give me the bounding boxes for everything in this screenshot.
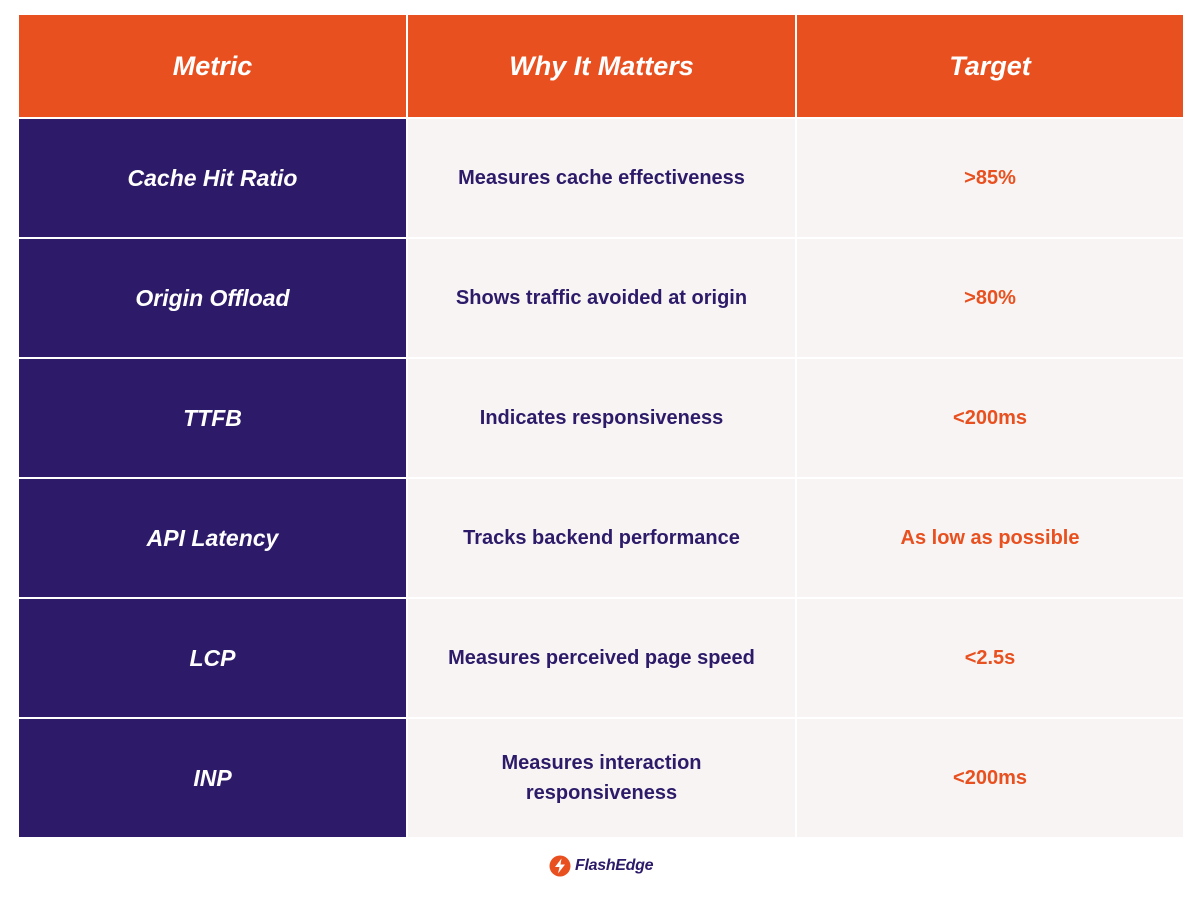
target-cell: <200ms bbox=[797, 719, 1183, 837]
target-cell: <2.5s bbox=[797, 599, 1183, 717]
header-target: Target bbox=[797, 15, 1183, 117]
target-cell: >80% bbox=[797, 239, 1183, 357]
metric-cell: TTFB bbox=[19, 359, 406, 477]
why-cell: Shows traffic avoided at origin bbox=[408, 239, 795, 357]
metric-cell: Origin Offload bbox=[19, 239, 406, 357]
target-cell: >85% bbox=[797, 119, 1183, 237]
target-cell: As low as possible bbox=[797, 479, 1183, 597]
why-cell: Measures perceived page speed bbox=[408, 599, 795, 717]
target-cell: <200ms bbox=[797, 359, 1183, 477]
metric-cell: INP bbox=[19, 719, 406, 837]
why-cell: Measures interaction responsiveness bbox=[408, 719, 795, 837]
why-cell: Measures cache effectiveness bbox=[408, 119, 795, 237]
metric-cell: API Latency bbox=[19, 479, 406, 597]
lightning-bolt-icon bbox=[549, 855, 571, 877]
metric-cell: LCP bbox=[19, 599, 406, 717]
why-cell: Tracks backend performance bbox=[408, 479, 795, 597]
header-why-it-matters: Why It Matters bbox=[408, 15, 795, 117]
brand-name: FlashEdge bbox=[575, 857, 654, 874]
why-cell: Indicates responsiveness bbox=[408, 359, 795, 477]
brand-logo: FlashEdge bbox=[549, 853, 654, 879]
metrics-table: Metric Why It Matters Target Cache Hit R… bbox=[19, 15, 1183, 837]
header-metric: Metric bbox=[19, 15, 406, 117]
metric-cell: Cache Hit Ratio bbox=[19, 119, 406, 237]
